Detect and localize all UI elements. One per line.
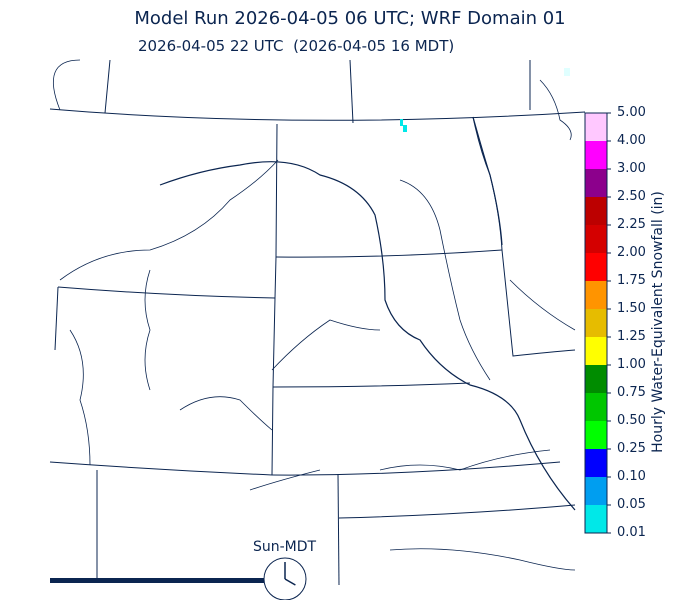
colorbar-segment <box>585 197 607 225</box>
colorbar-tick-label: 1.25 <box>617 329 646 344</box>
state-borders <box>49 59 586 586</box>
colorbar-segment <box>585 477 607 505</box>
colorbar-segment <box>585 505 607 533</box>
colorbar-segment <box>585 309 607 337</box>
colorbar-tick-label: 1.75 <box>617 273 646 288</box>
clock-icon <box>263 557 307 600</box>
colorbar-segment <box>585 169 607 197</box>
border-wy-co <box>49 461 273 476</box>
border-co-ks <box>337 473 340 586</box>
colorbar-segment <box>585 393 607 421</box>
border-wy-id <box>54 286 59 351</box>
clock-label: Sun-MDT <box>253 539 317 555</box>
border-sd-wy <box>271 297 276 476</box>
colorbar <box>584 112 611 534</box>
colorbar-tick-label: 0.10 <box>617 469 646 484</box>
valid-time-subtitle: 2026-04-05 22 UTC (2026-04-05 16 MDT) <box>138 37 455 55</box>
colorbar-segment <box>585 281 607 309</box>
precip-cell <box>400 119 403 126</box>
clock-hour-hand <box>284 578 296 586</box>
colorbar-segment <box>585 253 607 281</box>
border-wy-mt <box>57 286 276 299</box>
colorbar-tick-label: 5.00 <box>617 105 646 120</box>
missouri-river <box>159 161 576 511</box>
colorbar-title: Hourly Water-Equivalent Snowfall (in) <box>650 191 666 453</box>
time-progress-bar <box>50 578 265 583</box>
colorbar-tick-label: 4.00 <box>617 133 646 148</box>
border-id-mt <box>104 59 111 114</box>
rivers <box>52 59 576 571</box>
canada-border <box>49 108 586 121</box>
colorbar-segment <box>585 449 607 477</box>
colorbar-segment <box>585 113 607 141</box>
border-ks-ok <box>338 504 576 519</box>
precip-cell <box>564 68 570 76</box>
colorbar-tick-label: 0.75 <box>617 385 646 400</box>
colorbar-tick-label: 1.00 <box>617 357 646 372</box>
colorbar-tick-label: 2.25 <box>617 217 646 232</box>
border-sd-ne <box>272 382 471 388</box>
colorbar-tick-label: 2.50 <box>617 189 646 204</box>
figure-title: Model Run 2026-04-05 06 UTC; WRF Domain … <box>134 8 566 29</box>
colorbar-tick-label: 3.00 <box>617 161 646 176</box>
colorbar-tick-label: 0.05 <box>617 497 646 512</box>
colorbar-tick-label: 0.01 <box>617 525 646 540</box>
precip-cell <box>403 125 407 132</box>
border-sask-man <box>349 59 354 124</box>
colorbar-tick-label: 2.00 <box>617 245 646 260</box>
border-ne-ks <box>271 461 561 476</box>
border-mn-ia <box>501 249 576 357</box>
border-mt-nd <box>274 123 278 299</box>
colorbar-frame <box>584 112 608 534</box>
colorbar-segment <box>585 365 607 393</box>
colorbar-segment <box>585 421 607 449</box>
border-nd-sd <box>275 249 503 258</box>
colorbar-segment <box>585 141 607 169</box>
colorbar-tick-label: 1.50 <box>617 301 646 316</box>
border-nd-mn <box>472 116 503 251</box>
colorbar-segment <box>585 225 607 253</box>
colorbar-tick-label: 0.25 <box>617 441 646 456</box>
colorbar-tick-label: 0.50 <box>617 413 646 428</box>
colorbar-segment <box>585 337 607 365</box>
red-river <box>472 116 503 246</box>
